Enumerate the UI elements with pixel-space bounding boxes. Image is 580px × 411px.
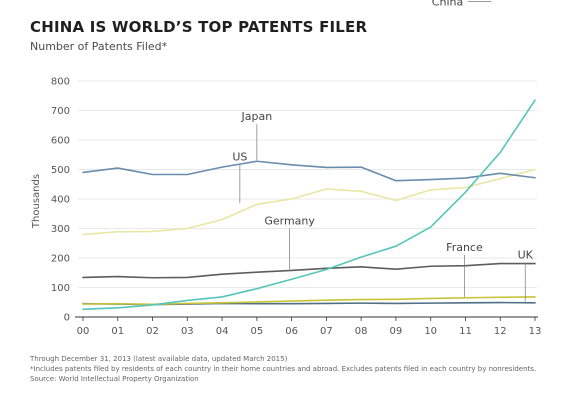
x-tick-label-00: 00 (77, 326, 90, 337)
chart-subtitle: Number of Patents Filed* (30, 40, 168, 53)
x-tick-label-03: 03 (181, 326, 194, 337)
x-tick-label-04: 04 (216, 326, 229, 337)
series-label-china: China (432, 0, 463, 8)
y-tick-label-500: 500 (51, 165, 70, 176)
y-tick-label-800: 800 (51, 77, 70, 88)
x-tick-label-05: 05 (250, 326, 263, 337)
y-axis-label: Thousands (31, 174, 42, 229)
y-tick-label-0: 0 (64, 313, 70, 324)
footnote-source: Source: World Intellectual Property Orga… (30, 375, 199, 383)
chart-title: CHINA IS WORLD’S TOP PATENTS FILER (30, 18, 368, 36)
x-tick-label-08: 08 (355, 326, 368, 337)
series-label-uk: UK (518, 249, 534, 262)
series-label-france: France (446, 241, 483, 254)
footnote-date: Through December 31, 2013 (latest availa… (30, 355, 288, 363)
y-tick-label-400: 400 (51, 195, 70, 206)
series-line-us (82, 168, 536, 236)
x-tick-label-13: 13 (529, 326, 542, 337)
x-tick-label-07: 07 (320, 326, 333, 337)
series-label-germany: Germany (264, 214, 315, 227)
series-label-us: US (232, 150, 247, 163)
y-tick-label-600: 600 (51, 136, 70, 147)
series-line-china (82, 99, 536, 311)
x-tick-label-11: 11 (459, 326, 472, 337)
x-tick-label-06: 06 (285, 326, 298, 337)
y-tick-label-300: 300 (51, 224, 70, 235)
x-tick-label-10: 10 (424, 326, 437, 337)
series-line-germany (82, 262, 536, 279)
y-tick-label-700: 700 (51, 106, 70, 117)
x-tick-label-02: 02 (146, 326, 159, 337)
footnote-definition: *Includes patents filed by residents of … (30, 365, 537, 373)
chart-footnotes: Through December 31, 2013 (latest availa… (30, 354, 536, 384)
y-tick-label-100: 100 (51, 283, 70, 294)
x-tick-label-09: 09 (390, 326, 403, 337)
x-tick-label-01: 01 (111, 326, 124, 337)
y-tick-label-200: 200 (51, 254, 70, 265)
x-tick-label-12: 12 (494, 326, 507, 337)
series-line-japan (82, 160, 536, 182)
series-label-japan: Japan (241, 110, 273, 123)
